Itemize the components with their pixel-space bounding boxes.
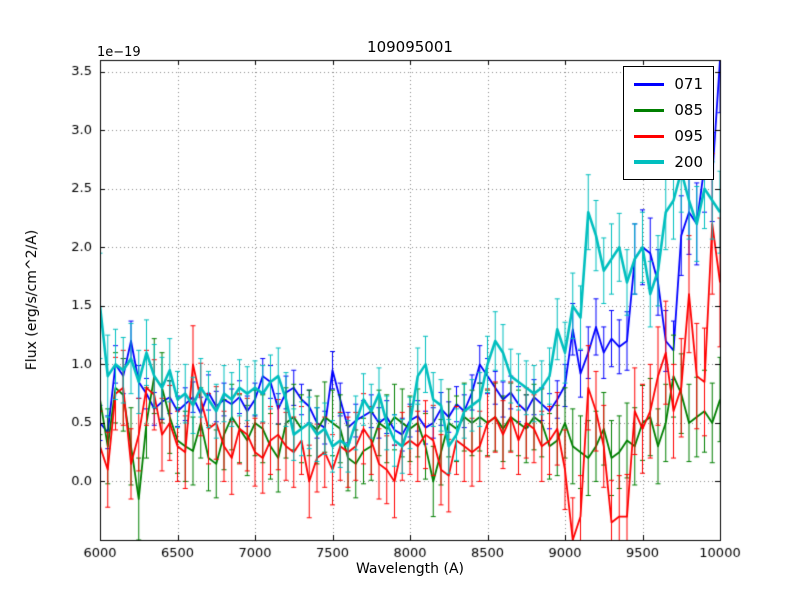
chart-title: 109095001 [367,38,453,56]
legend-line-swatch [634,108,665,112]
legend-item: 200 [634,151,703,173]
legend-line-swatch [634,82,665,86]
legend-item-label: 200 [674,152,703,171]
legend-item-label: 085 [674,100,703,119]
legend-item-label: 071 [674,74,703,93]
legend-line-swatch [634,134,665,138]
y-axis-offset-label: 1e−19 [97,45,141,60]
legend-item: 071 [634,73,703,95]
y-axis-label: Flux (erg/s/cm^2/A) [24,229,40,371]
legend: 071 085 095 200 [623,66,714,180]
legend-item-label: 095 [674,126,703,145]
legend-item: 085 [634,99,703,121]
x-axis-label: Wavelength (A) [355,561,464,577]
legend-item: 095 [634,125,703,147]
legend-line-swatch [634,160,665,164]
